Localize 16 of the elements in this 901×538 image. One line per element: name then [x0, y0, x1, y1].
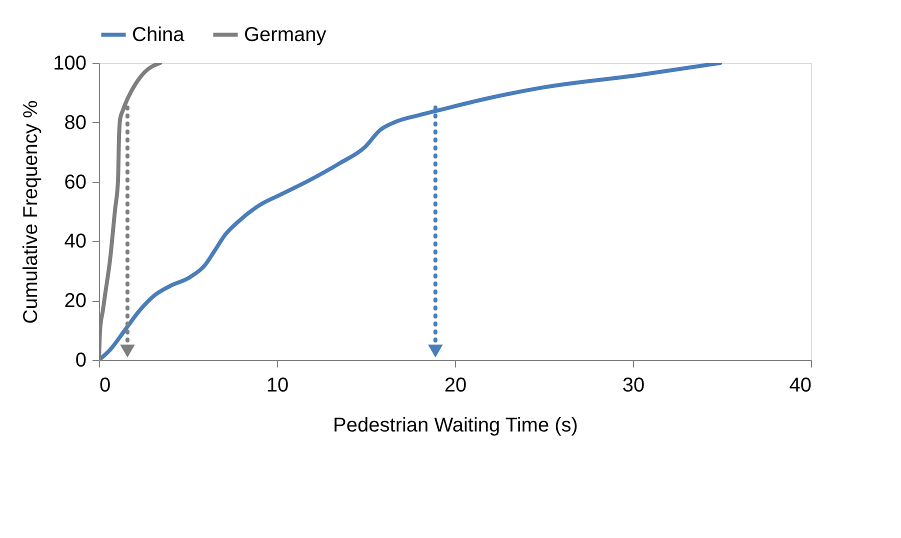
y-tick-label: 80 [64, 112, 86, 134]
y-tick-label: 40 [64, 230, 86, 253]
x-axis-title: Pedestrian Waiting Time (s) [333, 414, 578, 436]
legend-label: Germany [244, 24, 326, 46]
legend-label: China [132, 24, 186, 46]
y-tick-label: 0 [75, 350, 86, 372]
x-tick-label: 30 [622, 374, 645, 396]
y-axis-title: Cumulative Frequency % [20, 100, 42, 324]
x-tick-label: 0 [100, 374, 111, 396]
y-tick-label: 60 [64, 171, 86, 194]
x-tick-label: 40 [789, 374, 812, 396]
x-tick-label: 20 [444, 374, 467, 396]
x-tick-label: 10 [266, 374, 289, 396]
y-tick-label: 20 [64, 290, 86, 312]
line-series [99, 63, 722, 360]
y-tick-label: 100 [53, 52, 86, 74]
